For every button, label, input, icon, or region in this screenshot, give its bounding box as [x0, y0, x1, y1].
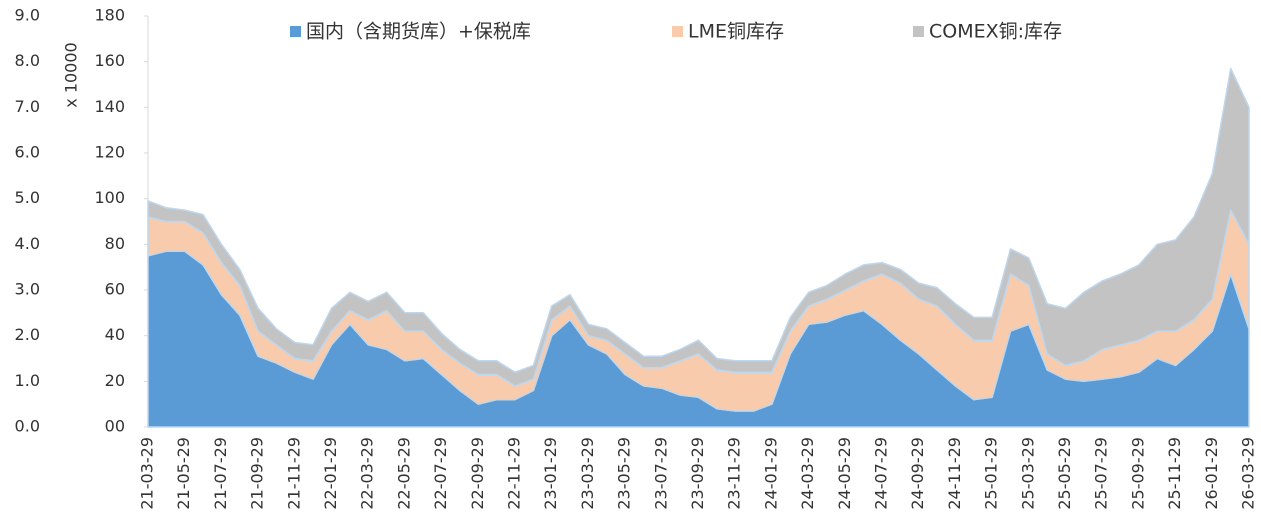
y2-tick-label: 7.0	[15, 97, 40, 116]
x-tick-label: 24-03-29	[798, 437, 817, 510]
legend-swatch	[290, 26, 301, 37]
x-tick-label: 24-11-29	[945, 437, 964, 510]
x-tick-label: 23-09-29	[688, 437, 707, 510]
x-tick-label: 22-09-29	[468, 437, 487, 510]
y-tick-label: 160	[94, 51, 125, 70]
x-tick-label: 23-03-29	[578, 437, 597, 510]
x-tick-label: 23-05-29	[615, 437, 634, 510]
x-tick-label: 22-03-29	[358, 437, 377, 510]
y2-tick-label: 4.0	[15, 234, 40, 253]
x-tick-label: 22-05-29	[394, 437, 413, 510]
x-tick-label: 25-05-29	[1055, 437, 1074, 510]
y-tick-label: 00	[105, 417, 125, 436]
y2-tick-label: 9.0	[15, 6, 40, 25]
y-tick-label: 60	[105, 280, 125, 299]
y-tick-label: 20	[105, 371, 125, 390]
x-tick-label: 25-03-29	[1018, 437, 1037, 510]
y2-tick-label: 0.0	[15, 417, 40, 436]
x-tick-label: 24-01-29	[761, 437, 780, 510]
y2-tick-label: 2.0	[15, 325, 40, 344]
x-tick-label: 24-09-29	[908, 437, 927, 510]
y-tick-label: 40	[105, 325, 125, 344]
x-tick-label: 25-09-29	[1128, 437, 1147, 510]
x-tick-label: 22-01-29	[321, 437, 340, 510]
x-tick-label: 25-11-29	[1165, 437, 1184, 510]
x-tick-label: 24-07-29	[872, 437, 891, 510]
y2-tick-label: 3.0	[15, 280, 40, 299]
x-tick-label: 26-03-29	[1239, 437, 1258, 510]
x-tick-label: 23-01-29	[541, 437, 560, 510]
x-tick-label: 23-11-29	[725, 437, 744, 510]
x-tick-label: 22-07-29	[431, 437, 450, 510]
legend-label: LME铜库存	[688, 21, 784, 43]
x-tick-label: 21-11-29	[284, 437, 303, 510]
legend-swatch	[913, 26, 924, 37]
x-tick-label: 21-07-29	[211, 437, 230, 510]
x-tick-label: 25-01-29	[982, 437, 1001, 510]
y-axis-label: x 10000	[62, 42, 81, 107]
y2-tick-label: 1.0	[15, 371, 40, 390]
legend-label: COMEX铜:库存	[929, 21, 1062, 43]
y-tick-label: 80	[105, 234, 125, 253]
y-tick-label: 120	[94, 143, 125, 162]
y2-tick-label: 6.0	[15, 143, 40, 162]
y-tick-label: 180	[94, 6, 125, 25]
area	[147, 67, 1250, 387]
x-tick-label: 21-03-29	[138, 437, 157, 510]
x-tick-label: 24-05-29	[835, 437, 854, 510]
y2-tick-label: 5.0	[15, 188, 40, 207]
y-tick-label: 100	[94, 188, 125, 207]
legend-label: 国内（含期货库）+保税库	[306, 21, 531, 43]
x-tick-label: 25-07-29	[1092, 437, 1111, 510]
x-tick-label: 26-01-29	[1202, 437, 1221, 510]
x-tick-label: 23-07-29	[651, 437, 670, 510]
x-tick-label: 22-11-29	[505, 437, 524, 510]
legend-swatch	[672, 26, 683, 37]
x-tick-label: 21-05-29	[174, 437, 193, 510]
x-tick-label: 21-09-29	[248, 437, 267, 510]
y2-tick-label: 8.0	[15, 51, 40, 70]
y-tick-label: 140	[94, 97, 125, 116]
